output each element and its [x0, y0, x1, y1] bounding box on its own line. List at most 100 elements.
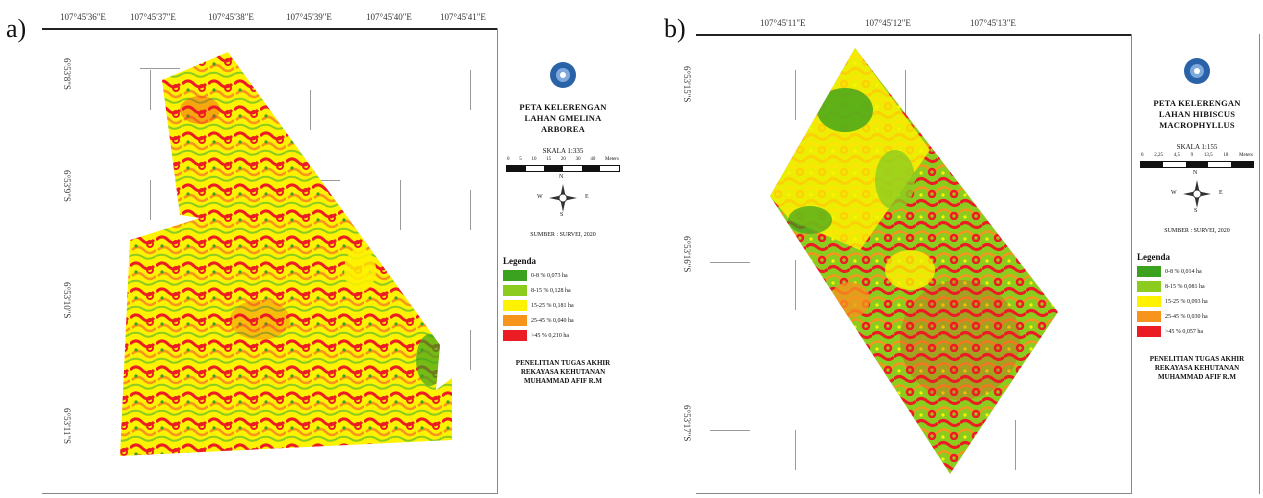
legend-item: 25-45 % 0,030 ha	[1137, 311, 1257, 322]
slope-map-a	[120, 52, 452, 456]
legend-swatch	[503, 330, 527, 341]
credit-line: REKAYASA KEHUTANAN	[520, 368, 606, 376]
map-title-line: PETA KELERENGAN	[519, 102, 607, 112]
legend-item: 15-25 % 0,093 ha	[1137, 296, 1257, 307]
top-coord-label: 107°45'36"E	[60, 12, 106, 22]
compass-east-label: E	[1219, 190, 1223, 196]
top-coord-label: 107°45'11"E	[760, 18, 806, 28]
legend-swatch	[503, 270, 527, 281]
grid-tick	[710, 430, 750, 431]
legend-item: 8-15 % 0,081 ha	[1137, 281, 1257, 292]
university-logo	[1182, 54, 1212, 88]
scale-number: 5	[519, 157, 522, 162]
scale-number: 13,5	[1203, 153, 1213, 158]
compass-north-label: N	[559, 174, 564, 180]
map-title-line: PETA KELERENGAN	[1153, 98, 1241, 108]
credit-text: PENELITIAN TUGAS AKHIR REKAYASA KEHUTANA…	[503, 359, 623, 386]
legend-list: 0-8 % 0,073 ha 8-15 % 0,128 ha 15-25 % 0,1…	[503, 270, 623, 341]
north-arrow: N W E S	[503, 174, 623, 218]
legend-label: >45 % 0,057 ha	[1165, 328, 1204, 335]
map-title-line: LAHAN HIBISCUS MACROPHYLLUS	[1158, 109, 1236, 130]
map-frame-bottom	[696, 493, 1132, 494]
top-coord-label: 107°45'41"E	[440, 12, 486, 22]
grid-tick	[710, 262, 750, 263]
legend-swatch	[1137, 311, 1161, 322]
compass-south-label: S	[1194, 208, 1198, 214]
source-text: SUMBER : SURVEI, 2020	[1164, 228, 1230, 234]
panel-label-a: a)	[6, 14, 27, 43]
map-panel-b: b) 107°45'11"E 107°45'12"E 107°45'13"E 6…	[630, 0, 1263, 498]
scale-number: 30	[575, 157, 581, 162]
legend-label: 25-45 % 0,040 ha	[531, 317, 574, 324]
top-coord-label: 107°45'12"E	[865, 18, 911, 28]
top-coord-label: 107°45'13"E	[970, 18, 1016, 28]
north-arrow: N W E S	[1137, 170, 1257, 214]
top-coord-label: 107°45'39"E	[286, 12, 332, 22]
compass-west-label: W	[1171, 190, 1177, 196]
credit-line: PENELITIAN TUGAS AKHIR	[1149, 355, 1245, 363]
legend-label: >45 % 0,210 ha	[531, 332, 570, 339]
map-frame-right-outer	[1259, 34, 1260, 494]
scale-number: 10	[531, 157, 537, 162]
map-side-panel-b: PETA KELERENGAN LAHAN HIBISCUS MACROPHYL…	[1137, 54, 1257, 382]
scale-unit: Meters	[1239, 153, 1253, 158]
compass-rose-icon	[549, 184, 577, 212]
grid-tick	[470, 70, 471, 110]
map-frame-right	[1131, 34, 1132, 494]
scale-number: 4,5	[1173, 153, 1180, 158]
scale-number: 0	[507, 157, 510, 162]
scale-number: 0	[1141, 153, 1144, 158]
legend-swatch	[1137, 281, 1161, 292]
map-frame-top	[696, 34, 1131, 36]
grid-tick	[150, 70, 151, 110]
credit-line: MUHAMMAD AFIF R.M	[1157, 373, 1237, 381]
map-panel-a: a) 107°45'36"E 107°45'37"E 107°45'38"E 1…	[0, 0, 630, 498]
scale-number: 40	[590, 157, 596, 162]
legend-swatch	[503, 285, 527, 296]
grid-tick	[470, 190, 471, 230]
credit-line: PENELITIAN TUGAS AKHIR	[515, 359, 611, 367]
top-coord-label: 107°45'37"E	[130, 12, 176, 22]
legend-label: 25-45 % 0,030 ha	[1165, 313, 1208, 320]
legend-swatch	[503, 315, 527, 326]
compass-north-label: N	[1193, 170, 1198, 176]
scale-label: SKALA 1:335	[542, 147, 584, 155]
grid-tick	[1015, 420, 1016, 470]
legend-label: 0-8 % 0,014 ha	[1165, 268, 1202, 275]
grid-tick	[150, 180, 151, 220]
legend-title: Legenda	[1137, 252, 1171, 262]
legend-item: 8-15 % 0,128 ha	[503, 285, 623, 296]
credit-line: MUHAMMAD AFIF R.M	[523, 377, 603, 385]
compass-west-label: W	[537, 194, 543, 200]
legend-label: 8-15 % 0,128 ha	[531, 287, 571, 294]
scale-bar	[1140, 161, 1254, 168]
panel-label-b: b)	[664, 14, 686, 43]
credit-line: REKAYASA KEHUTANAN	[1154, 364, 1240, 372]
compass-rose-icon	[1183, 180, 1211, 208]
scale-number: 15	[546, 157, 552, 162]
scale-numbers: 0 5 10 15 20 30 40 Meters	[507, 157, 619, 162]
map-frame-right	[497, 28, 498, 494]
map-title-line: LAHAN GMELINA ARBOREA	[524, 113, 602, 134]
grid-tick	[795, 260, 796, 310]
legend-label: 8-15 % 0,081 ha	[1165, 283, 1205, 290]
legend-title: Legenda	[503, 256, 537, 266]
scale-bar	[506, 165, 620, 172]
scale-number: 2,25	[1154, 153, 1163, 158]
map-frame-top	[42, 28, 497, 30]
source-text: SUMBER : SURVEI, 2020	[530, 232, 596, 238]
legend-swatch	[1137, 266, 1161, 277]
legend-swatch	[1137, 326, 1161, 337]
compass-south-label: S	[560, 212, 564, 218]
legend-swatch	[503, 300, 527, 311]
legend-label: 15-25 % 0,181 ha	[531, 302, 574, 309]
scale-number: 18	[1223, 153, 1229, 158]
scale-label: SKALA 1:155	[1176, 143, 1218, 151]
legend-item: 0-8 % 0,014 ha	[1137, 266, 1257, 277]
legend-item: 15-25 % 0,181 ha	[503, 300, 623, 311]
map-frame-bottom	[42, 493, 498, 494]
grid-tick	[795, 430, 796, 470]
grid-tick	[795, 70, 796, 120]
legend-item: 0-8 % 0,073 ha	[503, 270, 623, 281]
grid-tick	[905, 70, 906, 120]
